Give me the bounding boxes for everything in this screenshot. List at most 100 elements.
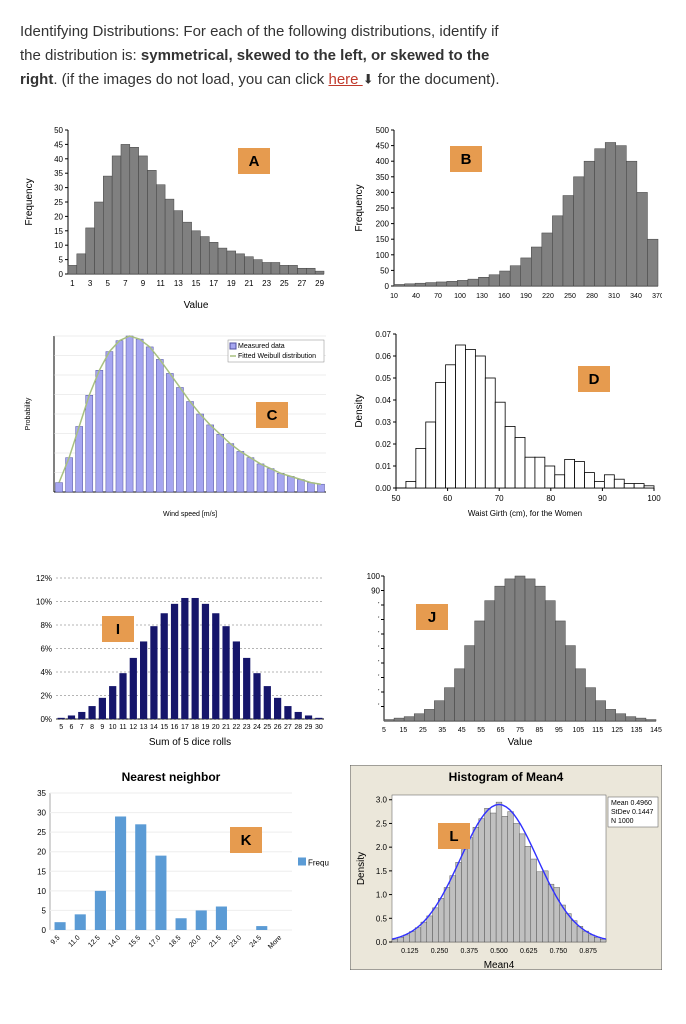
svg-text:5: 5 xyxy=(382,727,386,734)
svg-text:29: 29 xyxy=(305,724,313,731)
svg-text:105: 105 xyxy=(572,727,584,734)
svg-text:0.00: 0.00 xyxy=(375,484,391,493)
svg-text:Fitted Weibull distribution: Fitted Weibull distribution xyxy=(238,353,316,360)
svg-text:15: 15 xyxy=(192,279,201,288)
svg-text:᾿: ᾿ xyxy=(377,601,380,610)
svg-text:StDev 0.1447: StDev 0.1447 xyxy=(611,809,654,816)
spacer xyxy=(20,536,666,554)
svg-text:24: 24 xyxy=(253,724,261,731)
download-icon: ⬇ xyxy=(363,72,374,87)
svg-text:60: 60 xyxy=(443,494,452,503)
svg-text:22: 22 xyxy=(232,724,240,731)
svg-text:150: 150 xyxy=(376,235,390,244)
svg-text:25: 25 xyxy=(54,198,63,207)
svg-text:400: 400 xyxy=(376,157,390,166)
svg-text:2%: 2% xyxy=(40,692,52,701)
svg-text:250: 250 xyxy=(376,204,390,213)
svg-text:0.125: 0.125 xyxy=(401,948,419,955)
svg-text:25: 25 xyxy=(419,727,427,734)
svg-text:40: 40 xyxy=(412,293,420,300)
svg-text:21: 21 xyxy=(245,279,254,288)
svg-text:130: 130 xyxy=(476,293,488,300)
svg-text:Probability: Probability xyxy=(25,397,32,430)
svg-text:0.0: 0.0 xyxy=(376,938,388,947)
svg-text:14: 14 xyxy=(150,724,158,731)
svg-text:0.250: 0.250 xyxy=(431,948,449,955)
intro-line3c: for the document). xyxy=(378,71,500,88)
svg-text:0.500: 0.500 xyxy=(490,948,508,955)
chart-A: 0510152025303540455013579111315171921232… xyxy=(20,120,332,310)
svg-text:24.5: 24.5 xyxy=(249,934,264,949)
svg-text:21: 21 xyxy=(222,724,230,731)
svg-text:0.02: 0.02 xyxy=(375,440,391,449)
svg-text:12.5: 12.5 xyxy=(87,934,102,949)
chart-K-panel: Nearest neighbor051015202530359.511.012.… xyxy=(20,765,332,970)
badge-B: B xyxy=(450,146,482,172)
svg-text:᾿: ᾿ xyxy=(377,630,380,639)
svg-text:0.04: 0.04 xyxy=(375,396,391,405)
svg-text:9: 9 xyxy=(100,724,104,731)
svg-text:280: 280 xyxy=(586,293,598,300)
svg-text:17: 17 xyxy=(209,279,218,288)
svg-text:0.06: 0.06 xyxy=(375,352,391,361)
svg-text:30: 30 xyxy=(315,724,323,731)
svg-text:100: 100 xyxy=(376,251,390,260)
chart-L: Histogram of Mean40.00.51.01.52.02.53.00… xyxy=(350,765,662,970)
chart-J-panel: 10090᾿᾿᾿᾿᾿᾿᾿᾿515253545556575859510511512… xyxy=(350,572,662,747)
svg-text:65: 65 xyxy=(497,727,505,734)
svg-text:᾿: ᾿ xyxy=(377,674,380,683)
badge-J: J xyxy=(416,604,448,630)
svg-text:3.0: 3.0 xyxy=(376,796,388,805)
svg-text:0%: 0% xyxy=(40,715,52,724)
svg-text:᾿: ᾿ xyxy=(377,616,380,625)
svg-text:11.0: 11.0 xyxy=(67,934,81,948)
svg-text:450: 450 xyxy=(376,142,390,151)
svg-text:Histogram of Mean4: Histogram of Mean4 xyxy=(449,770,564,784)
svg-text:Frequ: Frequ xyxy=(308,859,329,868)
svg-text:19: 19 xyxy=(227,279,236,288)
svg-text:30: 30 xyxy=(54,184,63,193)
svg-text:23.0: 23.0 xyxy=(228,934,243,949)
svg-text:25: 25 xyxy=(37,828,46,837)
svg-text:0.625: 0.625 xyxy=(520,948,538,955)
svg-text:310: 310 xyxy=(608,293,620,300)
svg-text:᾿: ᾿ xyxy=(377,688,380,697)
badge-K: K xyxy=(230,827,262,853)
svg-text:7: 7 xyxy=(80,724,84,731)
chart-A-panel: 0510152025303540455013579111315171921232… xyxy=(20,120,332,310)
svg-text:15: 15 xyxy=(37,867,46,876)
svg-text:0.875: 0.875 xyxy=(579,948,597,955)
svg-text:0.5: 0.5 xyxy=(376,914,388,923)
chart-K: Nearest neighbor051015202530359.511.012.… xyxy=(20,765,332,970)
svg-text:200: 200 xyxy=(376,220,390,229)
svg-text:10: 10 xyxy=(390,293,398,300)
svg-text:10: 10 xyxy=(37,887,46,896)
svg-text:5: 5 xyxy=(42,906,47,915)
svg-text:Nearest neighbor: Nearest neighbor xyxy=(122,770,221,784)
svg-text:14.0: 14.0 xyxy=(107,934,122,949)
svg-text:0.03: 0.03 xyxy=(375,418,391,427)
chart-J: 10090᾿᾿᾿᾿᾿᾿᾿᾿515253545556575859510511512… xyxy=(350,572,662,747)
svg-text:12: 12 xyxy=(129,724,137,731)
svg-text:500: 500 xyxy=(376,126,390,135)
here-link[interactable]: here xyxy=(328,71,362,88)
chart-I: 0%2%4%6%8%10%12%567891011121314151617181… xyxy=(20,572,332,747)
svg-text:20.0: 20.0 xyxy=(188,934,203,949)
chart-grid: 0510152025303540455013579111315171921232… xyxy=(20,120,666,970)
svg-text:35: 35 xyxy=(438,727,446,734)
svg-text:Sum of 5 dice rolls: Sum of 5 dice rolls xyxy=(149,737,231,747)
intro-line1: Identifying Distributions: For each of t… xyxy=(20,23,499,40)
svg-text:55: 55 xyxy=(477,727,485,734)
svg-text:100: 100 xyxy=(454,293,466,300)
svg-text:1: 1 xyxy=(70,279,75,288)
svg-text:15.5: 15.5 xyxy=(128,934,143,949)
svg-text:10%: 10% xyxy=(36,598,52,607)
svg-text:Frequency: Frequency xyxy=(24,178,35,225)
svg-text:100: 100 xyxy=(647,494,661,503)
svg-text:5: 5 xyxy=(59,256,64,265)
svg-text:Density: Density xyxy=(356,852,367,885)
intro-bold1: symmetrical, skewed to the left, or skew… xyxy=(141,47,489,64)
svg-text:3: 3 xyxy=(88,279,93,288)
svg-text:90: 90 xyxy=(598,494,607,503)
svg-text:20: 20 xyxy=(212,724,220,731)
